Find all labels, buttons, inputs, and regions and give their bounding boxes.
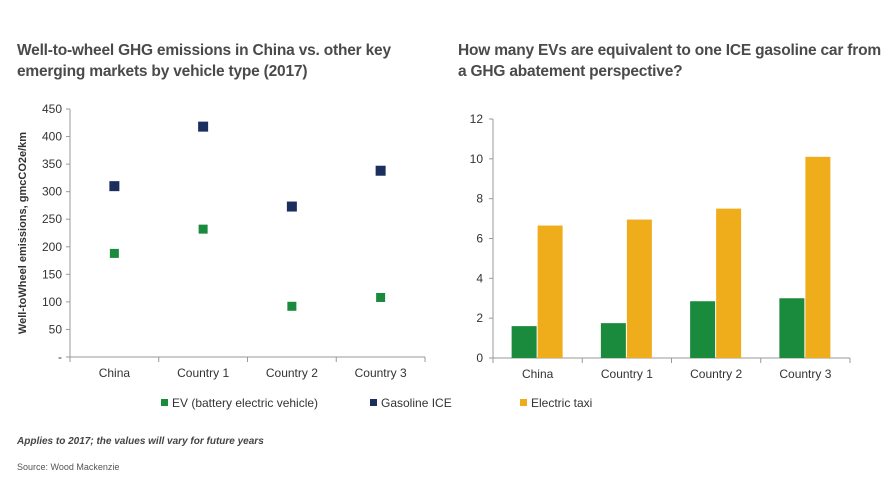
y-tick-label: 10 <box>470 152 484 166</box>
bar <box>716 208 742 358</box>
scatter-point <box>286 201 297 212</box>
legend-swatch-taxi <box>520 399 527 406</box>
x-tick-label: China <box>522 367 554 381</box>
y-tick-label: 4 <box>476 271 483 285</box>
y-tick-label: - <box>58 350 62 364</box>
y-axis-label: Well-toWheel emissions, gmcCO2e/km <box>17 132 29 334</box>
x-tick-label: Country 1 <box>177 366 229 380</box>
y-tick-label: 350 <box>42 157 62 171</box>
scatter-point <box>198 121 209 132</box>
y-tick-label: 8 <box>476 192 483 206</box>
right-chart-title: How many EVs are equivalent to one ICE g… <box>458 42 881 80</box>
y-tick-label: 100 <box>42 295 62 309</box>
scatter-chart: - 50 100 150 200 250 300 350 400 450 China Country … <box>17 102 452 410</box>
bar <box>626 219 652 358</box>
y-tick-label: 2 <box>476 311 483 325</box>
scatter-point <box>109 181 120 192</box>
bar <box>779 298 805 358</box>
scatter-point <box>376 292 386 302</box>
bar <box>511 326 537 358</box>
y-tick-label: 300 <box>42 185 62 199</box>
y-tick-label: 200 <box>42 240 62 254</box>
scatter-point <box>109 248 119 258</box>
bar <box>805 156 831 358</box>
y-tick-label: 400 <box>42 130 62 144</box>
left-chart-title: Well-to-wheel GHG emissions in China vs.… <box>17 42 391 80</box>
x-tick-label: Country 2 <box>690 367 742 381</box>
x-tick-label: Country 3 <box>355 366 407 380</box>
y-tick-label: 0 <box>476 351 483 365</box>
x-tick-label: China <box>99 366 131 380</box>
bar <box>537 225 563 358</box>
source-note: Source: Wood Mackenzie <box>17 462 120 472</box>
scatter-point <box>375 165 386 176</box>
legend-label-taxi: Electric taxi <box>531 396 592 410</box>
y-tick-label: 50 <box>49 322 63 336</box>
legend-label-ev: EV (battery electric vehicle) <box>172 396 318 410</box>
scatter-point <box>287 301 297 311</box>
y-tick-label: 6 <box>476 232 483 246</box>
legend-swatch-ev <box>161 399 168 406</box>
scatter-point <box>198 224 208 234</box>
y-tick-label: 150 <box>42 267 62 281</box>
y-tick-label: 450 <box>42 102 62 116</box>
y-tick-label: 12 <box>470 112 484 126</box>
bar <box>600 323 626 358</box>
x-tick-label: Country 3 <box>779 367 831 381</box>
footnote: Applies to 2017; the values will vary fo… <box>17 436 264 447</box>
legend-label-ice: Gasoline ICE <box>381 396 452 410</box>
x-tick-label: Country 1 <box>601 367 653 381</box>
bar <box>690 301 716 358</box>
bar-chart: 0 2 4 6 8 10 12 China Country 1 Country 2 Country … <box>470 112 851 410</box>
x-tick-label: Country 2 <box>266 366 318 380</box>
legend-swatch-ice <box>370 399 377 406</box>
y-tick-label: 250 <box>42 212 62 226</box>
